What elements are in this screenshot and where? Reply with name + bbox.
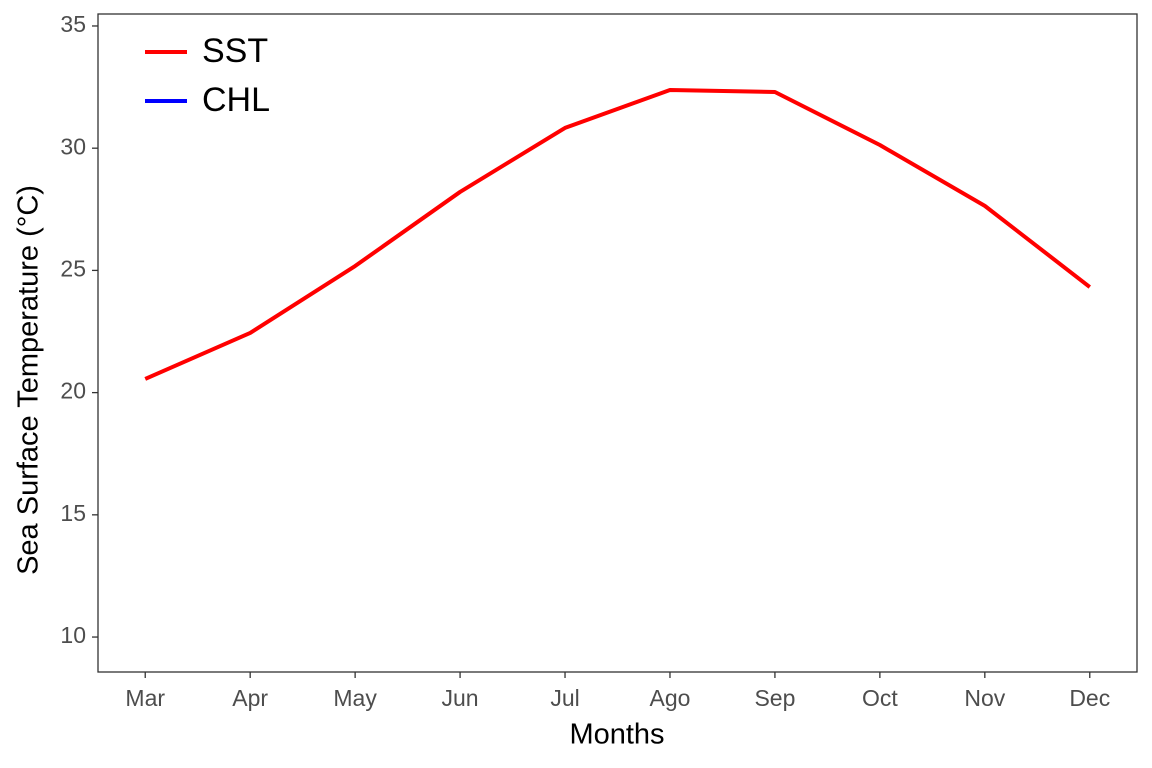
y-tick-label: 25 [60, 255, 86, 281]
x-tick-label: Nov [964, 685, 1005, 711]
x-tick-label: May [333, 685, 377, 711]
x-tick-label: Jul [550, 685, 579, 711]
x-tick-label: Mar [125, 685, 165, 711]
y-axis-title: Sea Surface Temperature (°C) [13, 185, 45, 575]
y-tick-label: 20 [60, 378, 86, 404]
x-tick-label: Jun [442, 685, 479, 711]
x-tick-label: Ago [650, 685, 691, 711]
y-tick-label: 10 [60, 622, 86, 648]
y-tick-label: 35 [60, 11, 86, 37]
legend-label: SST [202, 32, 268, 70]
x-tick-label: Dec [1069, 685, 1110, 711]
line [144, 88, 1091, 381]
x-tick-label: Oct [862, 685, 898, 711]
y-tick-label: 15 [60, 500, 86, 526]
y-tick-label: 30 [60, 133, 86, 159]
panel-border [97, 13, 1138, 673]
x-tick-label: Sep [754, 685, 795, 711]
legend-label: CHL [202, 81, 270, 119]
x-axis-title: Months [569, 719, 664, 751]
x-tick-label: Apr [232, 685, 268, 711]
